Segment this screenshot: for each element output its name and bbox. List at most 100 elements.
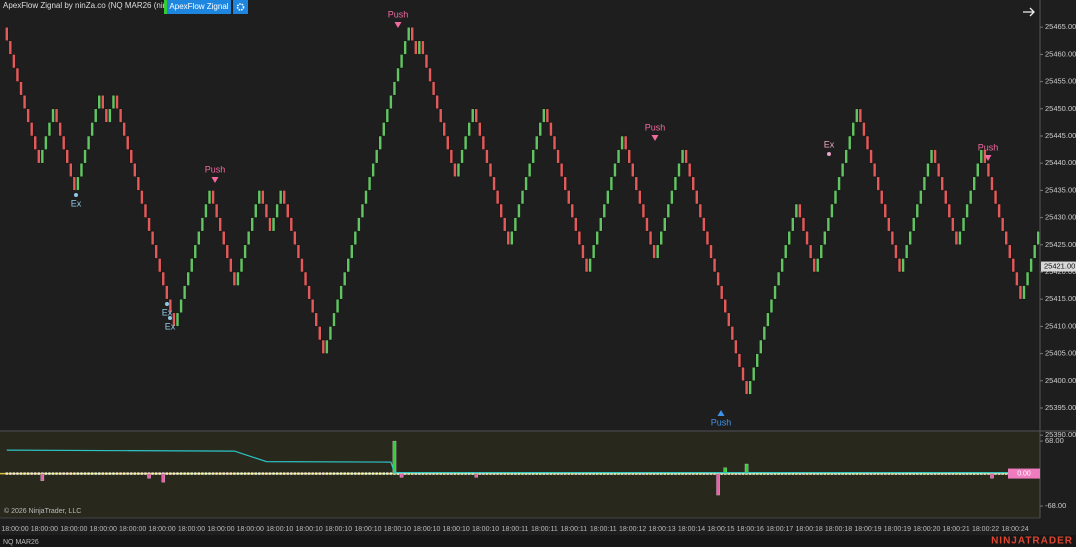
renko-brick [19,81,23,96]
x-tick-label: 18:00:24 [1001,526,1028,533]
histogram-bar [990,473,994,479]
signal-dot [265,472,268,475]
renko-brick [648,230,653,246]
signal-dot [677,472,681,475]
nav-arrow[interactable] [1023,7,1035,17]
renko-brick [51,108,55,123]
renko-brick [108,108,112,123]
renko-brick [463,135,468,150]
renko-brick [684,149,688,164]
renko-brick [165,285,169,300]
copyright: © 2026 NinjaTrader, LLC [4,507,81,515]
renko-brick [556,149,560,164]
renko-brick [531,149,535,164]
signal-dot [261,472,265,475]
renko-brick [879,190,884,205]
signal-dot [354,472,357,475]
renko-brick [919,190,923,205]
renko-brick [307,285,311,300]
renko-brick [218,217,222,232]
signal-dot [869,472,873,475]
signal-dot [69,472,72,475]
gear-icon[interactable] [236,3,245,11]
renko-brick [33,135,37,150]
signal-dot [962,472,965,475]
signal-dot [549,472,553,475]
renko-brick [908,230,912,246]
signal-marker [394,22,402,28]
signal-dot [542,472,546,475]
signal-marker [165,302,169,306]
renko-brick [805,230,809,246]
indicator-button-label[interactable]: ApexFlow Zignal [169,2,228,11]
renko-brick [389,94,393,110]
signal-dot [731,472,734,475]
settings-button[interactable] [233,0,248,14]
renko-brick [1011,258,1016,273]
renko-brick [620,135,624,150]
renko-brick [677,162,681,178]
renko-brick [798,203,802,218]
signal-dot [105,472,108,475]
renko-brick [268,217,272,232]
renko-brick [257,190,262,205]
renko-brick [122,122,126,137]
signal-marker [211,177,219,183]
signal-dot [347,472,350,475]
value-label: 0.00 [1017,470,1031,477]
renko-brick [278,190,283,205]
renko-brick [261,190,265,205]
signal-dot [364,472,368,475]
y2-tick-label: 68.00 [1045,436,1064,445]
histogram-bar [40,473,45,481]
renko-brick [940,176,944,191]
renko-brick [755,353,759,368]
renko-brick [837,176,841,191]
renko-brick [495,190,500,205]
signal-dot [667,472,670,475]
renko-brick [289,217,294,232]
signal-dot [862,472,866,475]
renko-brick [29,122,34,137]
signal-dot [976,472,979,475]
signal-dot [603,472,606,475]
renko-brick [840,162,845,178]
x-tick-label: 18:00:11 [590,526,617,533]
renko-brick [638,190,642,205]
renko-brick [581,244,585,259]
signal-dot [48,472,51,475]
signal-dot [361,472,364,475]
renko-brick [58,122,62,137]
renko-brick [421,40,425,55]
signal-dot [695,472,698,475]
x-tick-label: 18:00:10 [413,526,440,533]
signal-dot [720,472,723,475]
renko-brick [527,162,532,178]
x-tick-label: 18:00:00 [90,526,117,533]
renko-brick [833,190,838,205]
x-tick-label: 18:00:11 [502,526,529,533]
x-tick-label: 18:00:00 [148,526,175,533]
signal-dot [528,472,531,475]
x-tick-label: 18:00:10 [443,526,470,533]
signal-dot [73,472,76,475]
x-tick-label: 18:00:00 [237,526,264,533]
signal-dot [901,472,905,475]
signal-dot [492,472,496,475]
signal-dot [130,472,133,475]
renko-brick [236,271,240,286]
signal-dot [660,472,663,475]
renko-brick [342,271,347,286]
signal-dot [834,472,837,475]
x-tick-label: 18:00:10 [266,526,293,533]
renko-brick [741,366,745,382]
signal-dot [283,472,286,475]
renko-brick [470,108,475,123]
signal-dot [304,472,307,475]
indicator-button[interactable] [167,0,231,14]
renko-brick [446,135,450,150]
renko-brick [1032,244,1037,259]
histogram-bar [716,473,720,496]
signal-dot [297,472,300,475]
signal-dot [172,472,176,475]
